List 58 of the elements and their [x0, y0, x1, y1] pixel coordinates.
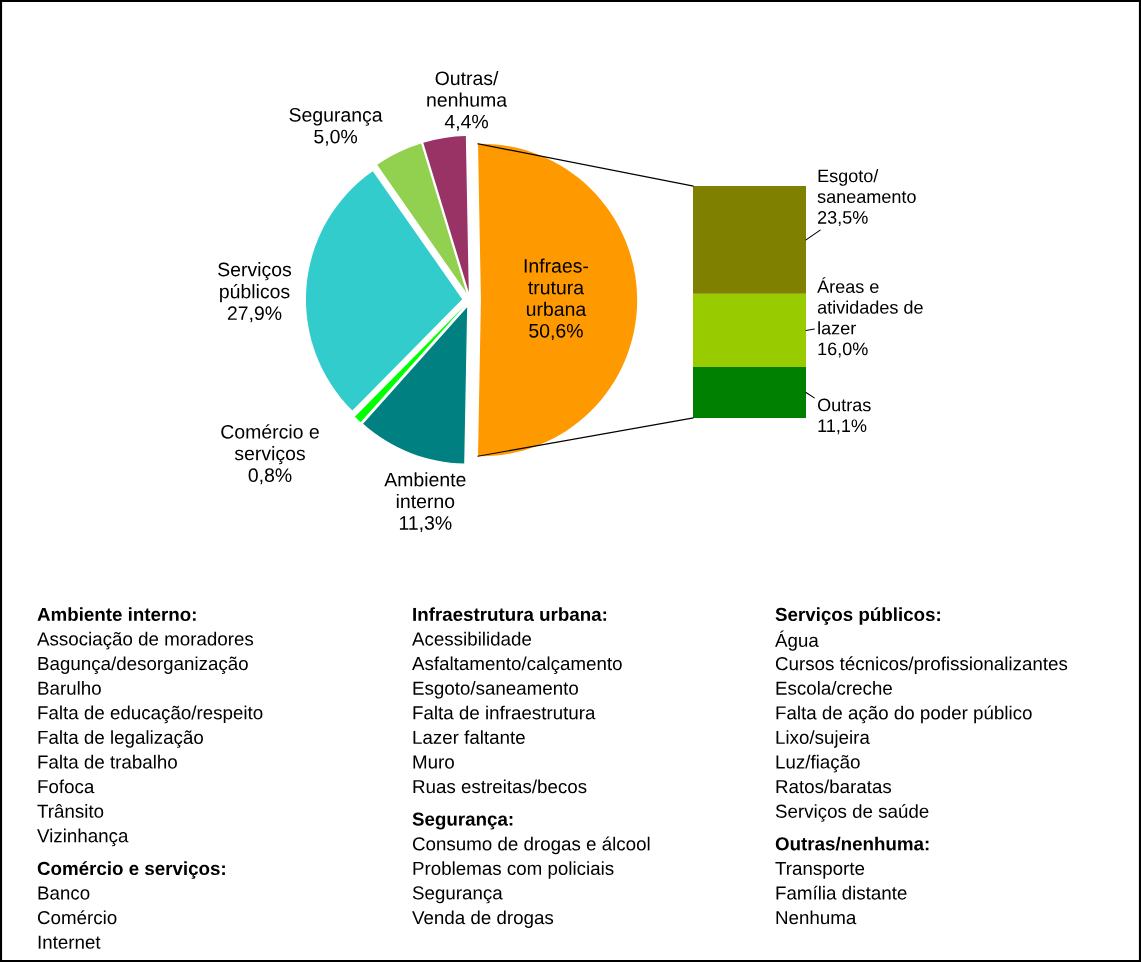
data-label: 27,9%	[227, 306, 282, 323]
data-label: 5,0%	[314, 129, 358, 146]
slice-label: Serviços públicos	[218, 262, 292, 303]
text: Nenhuma	[776, 910, 857, 925]
text: Falta de infraestrutura	[413, 705, 596, 720]
text: Infraestrutura urbana:	[413, 607, 607, 622]
text: Cursos técnicos/profissionalizantes	[775, 656, 1068, 675]
data-label: 16,0%	[818, 342, 868, 358]
text: Acessibilidade	[412, 631, 532, 646]
text: Outras/nenhuma:	[775, 836, 929, 851]
text: Problemas com policiais	[413, 861, 614, 879]
slice-label: Infraes- trutura urbana	[524, 258, 589, 317]
data-label: 0,8%	[248, 468, 292, 485]
text: Esgoto/saneamento	[413, 681, 578, 699]
data-label: 11,3%	[399, 516, 452, 533]
text: Comércio e serviços:	[37, 861, 225, 879]
text: Internet	[38, 935, 101, 949]
slice-label: Outras/ nenhuma	[427, 70, 508, 107]
text: Ratos/baratas	[776, 779, 892, 794]
text: Asfaltamento/calçamento	[412, 656, 622, 674]
slice-label: Segurança	[289, 107, 383, 126]
text: Água	[775, 630, 819, 651]
text: Transporte	[775, 861, 865, 879]
text: Lazer faltante	[413, 730, 525, 745]
text: Lixo/sujeira	[776, 730, 870, 748]
text: Segurança:	[412, 812, 513, 830]
text: Associação de moradores	[37, 631, 254, 650]
text: Banco	[38, 886, 90, 900]
data-label: 4,4%	[444, 114, 489, 131]
series-label: Áreas e atividades de lazer	[817, 277, 923, 335]
text: Luz/fiação	[776, 754, 860, 773]
data-label: 11,1%	[818, 419, 867, 435]
series-label: Outras	[817, 398, 871, 412]
text: Falta de ação do poder público	[776, 705, 1032, 724]
text: Vizinhança	[37, 828, 129, 847]
text: Serviços de saúde	[775, 803, 929, 822]
text: Trânsito	[37, 804, 104, 818]
text: Segurança	[412, 886, 503, 904]
text: Fofoca	[38, 779, 95, 794]
text: Falta de trabalho	[38, 754, 177, 769]
text: Venda de drogas	[412, 910, 554, 928]
text: Bagunça/desorganização	[38, 656, 248, 674]
data-label: 23,5%	[818, 211, 868, 226]
data-label: 50,6%	[529, 323, 583, 340]
slice-label: Ambiente interno	[384, 472, 466, 509]
text: Falta de legalização	[38, 730, 203, 748]
text: Ruas estreitas/becos	[413, 779, 587, 794]
slice-label: Comércio e serviços	[221, 424, 319, 465]
text: Comércio	[37, 910, 117, 925]
text: Escola/creche	[776, 681, 892, 695]
text: Serviços públicos:	[775, 607, 940, 625]
text: Muro	[413, 755, 454, 769]
text: Ambiente interno:	[37, 607, 196, 622]
text: Barulho	[38, 681, 101, 695]
text: Falta de educação/respeito	[38, 705, 263, 724]
text: Consumo de drogas e álcool	[412, 836, 650, 855]
text: Família distante	[776, 885, 907, 900]
series-label: Esgoto/ saneamento	[817, 169, 916, 204]
